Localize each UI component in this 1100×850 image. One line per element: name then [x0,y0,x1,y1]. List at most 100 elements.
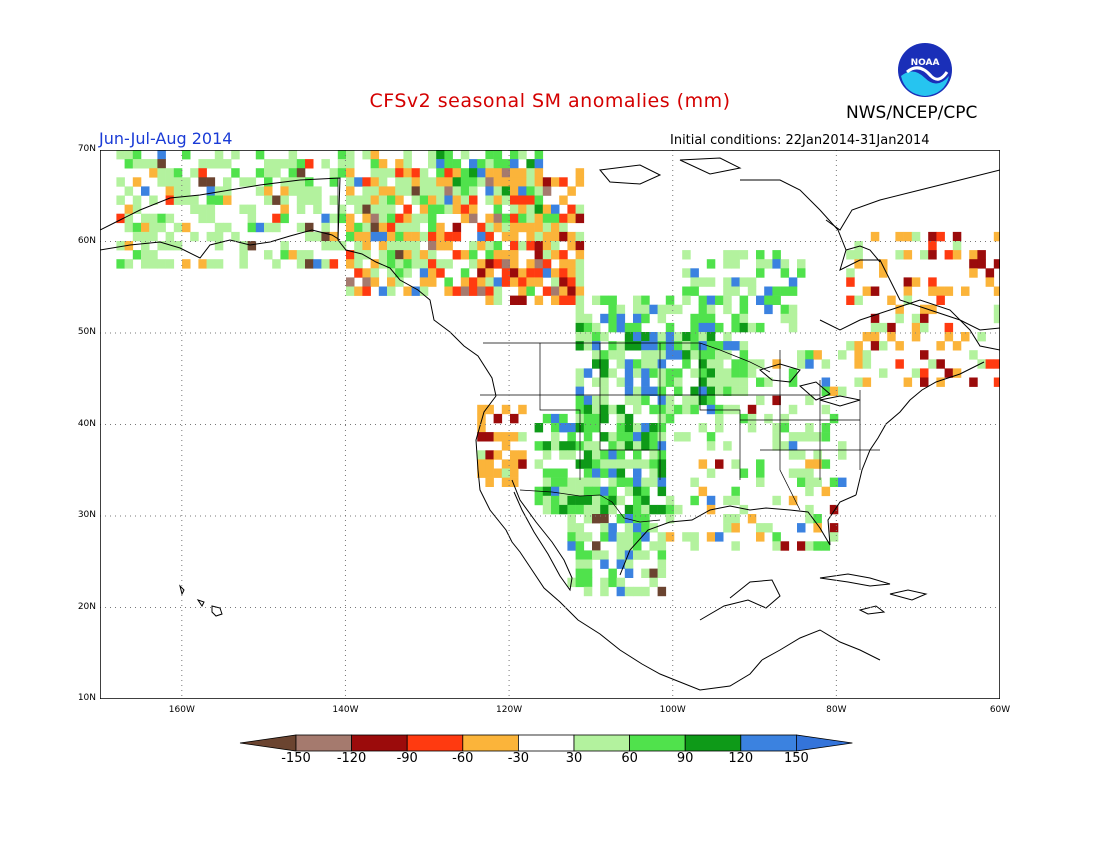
anomaly-cell [690,277,699,287]
anomaly-cell [149,222,158,233]
anomaly-cell [567,259,576,269]
anomaly-cell [477,277,486,287]
anomaly-cell [141,186,150,196]
anomaly-cell [510,268,519,278]
anomaly-cell [633,477,642,487]
anomaly-cell [641,295,650,305]
anomaly-cell [444,259,453,269]
anomaly-cell [313,231,322,242]
anomaly-cell [370,150,380,160]
anomaly-cell [378,195,388,205]
anomaly-cell [911,313,921,324]
anomaly-cell [600,586,609,597]
anomaly-cell [419,259,429,269]
anomaly-cell [116,259,125,269]
anomaly-cell [223,195,232,205]
anomaly-cell [411,186,421,196]
anomaly-cell [977,332,986,342]
anomaly-cell [346,286,355,296]
anomaly-cell [460,213,470,224]
anomaly-cell [214,231,224,242]
anomaly-cell [485,286,494,296]
anomaly-cell [739,304,749,315]
anomaly-cell [698,277,708,287]
anomaly-cell [231,168,240,178]
anomaly-cell [715,459,724,469]
anomaly-cell [583,459,593,469]
anomaly-cell [969,250,978,260]
anomaly-cell [690,368,699,378]
anomaly-cell [116,195,125,205]
map-gridlines [100,150,1000,699]
anomaly-cell [731,377,740,387]
anomaly-cell [780,304,790,315]
anomaly-cell [641,368,650,378]
anomaly-cell [542,495,552,506]
anomaly-cell [739,468,749,478]
anomaly-cell [477,268,486,278]
anomaly-cell [846,277,855,287]
anomaly-cell [854,377,863,387]
anomaly-cell [920,304,929,315]
anomaly-cell [583,504,593,515]
anomaly-cell [805,459,814,469]
anomaly-cell [788,468,798,478]
anomaly-cell [510,150,519,160]
colorbar-segment [684,734,742,752]
anomaly-cell [649,468,658,478]
anomaly-cell [542,231,552,242]
anomaly-cell [690,341,699,351]
anomaly-cell [280,159,289,169]
anomaly-cell [772,432,781,442]
anomaly-cell [936,295,945,305]
anomaly-cell [534,150,544,160]
anomaly-cell [731,459,740,469]
anomaly-cell [542,413,552,424]
anomaly-cell [501,459,511,469]
anomaly-cell [698,459,708,469]
anomaly-cell [739,277,749,287]
anomaly-cell [665,368,675,378]
anomaly-cell [354,286,363,296]
anomaly-cell [608,486,617,497]
anomaly-cell [214,150,224,160]
anomaly-cell [862,359,872,369]
anomaly-cell [378,241,388,251]
anomaly-cell [657,404,667,415]
anomaly-cell [608,313,617,324]
anomaly-cell [141,259,150,269]
anomaly-cell [428,213,437,224]
anomaly-cell [690,350,699,360]
anomaly-cell [403,186,412,196]
anomaly-cell [624,532,634,542]
anomaly-cell [797,268,806,278]
anomaly-cell [747,514,757,524]
anomaly-cell [296,259,306,269]
longitude-label: 80W [826,705,847,715]
anomaly-cell [633,341,642,351]
anomaly-cell [616,304,626,315]
anomaly-cell [772,259,781,269]
anomaly-cell [190,195,199,205]
anomaly-cell [214,159,224,169]
anomaly-cell [993,313,1000,324]
anomaly-cell [756,322,765,333]
anomaly-cell [485,213,494,224]
anomaly-cell [206,195,216,205]
anomaly-cell [993,304,1000,315]
anomaly-cell [551,177,560,187]
anomaly-cell [723,368,732,378]
anomaly-cell [510,432,519,442]
anomaly-cell [624,586,634,597]
anomaly-cell [797,523,806,533]
anomaly-cell [518,241,527,251]
anomaly-cell [674,404,683,415]
anomaly-cell [485,241,494,251]
anomaly-cell [387,277,396,287]
anomaly-cell [583,368,593,378]
anomaly-cell [805,468,814,478]
anomaly-cell [346,195,355,205]
anomaly-cell [920,313,929,324]
anomaly-cell [542,213,552,224]
anomaly-cell [501,404,511,415]
